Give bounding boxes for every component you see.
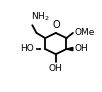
Text: OMe: OMe bbox=[74, 28, 95, 37]
Text: OH: OH bbox=[74, 44, 88, 53]
Text: OH: OH bbox=[49, 64, 63, 72]
Polygon shape bbox=[66, 47, 73, 51]
Text: HO: HO bbox=[21, 44, 34, 53]
Text: NH$_2$: NH$_2$ bbox=[31, 11, 49, 23]
Text: O: O bbox=[52, 20, 60, 30]
